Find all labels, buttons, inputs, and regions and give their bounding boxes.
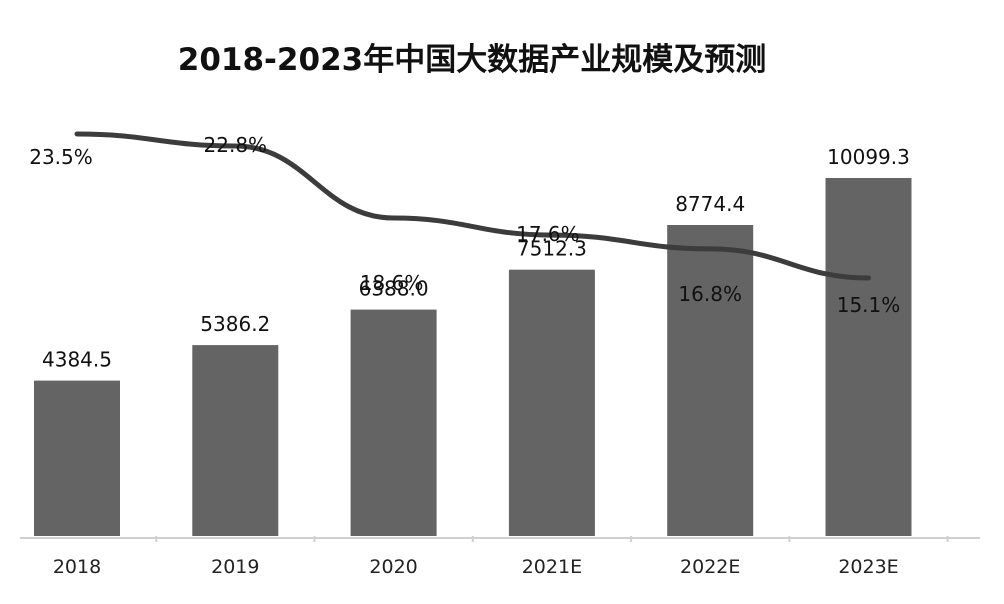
growth-rate-label-2018: 23.5% <box>29 145 93 169</box>
bar-value-label-2022E: 8774.4 <box>675 192 745 216</box>
bar-value-label-2023E: 10099.3 <box>827 145 910 169</box>
chart-title: 2018-2023年中国大数据产业规模及预测 <box>178 42 766 78</box>
bar-series <box>34 178 912 536</box>
bar-2020 <box>350 309 437 536</box>
x-tick-2018: 2018 <box>53 556 101 578</box>
bar-2019 <box>192 345 279 536</box>
growth-rate-labels: 23.5% 22.8% 18.6% 17.6% 16.8% 15.1% <box>29 133 900 317</box>
bar-value-label-2021E: 7512.3 <box>517 237 587 261</box>
bar-2023E <box>825 178 912 536</box>
bar-value-label-2019: 5386.2 <box>200 312 270 336</box>
bar-2018 <box>34 380 120 536</box>
growth-rate-line <box>74 131 871 281</box>
x-tick-2022E: 2022E <box>680 556 740 578</box>
bar-2021E <box>508 269 595 536</box>
bar-2022E <box>667 225 754 536</box>
bar-value-label-2018: 4384.5 <box>42 348 112 372</box>
growth-rate-label-2021E: 17.6% <box>516 222 580 246</box>
x-tick-2019: 2019 <box>211 556 259 578</box>
bar-value-labels: 4384.5 5386.2 6388.0 7512.3 8774.4 10099.3 <box>42 145 910 372</box>
growth-rate-label-2019: 22.8% <box>204 133 268 157</box>
x-axis-ticks: 2018 2019 2020 2021E 2022E 2023E <box>53 536 949 578</box>
x-tick-2020: 2020 <box>369 556 417 578</box>
x-tick-2023E: 2023E <box>838 556 898 578</box>
growth-rate-label-2020: 18.6% <box>360 271 424 295</box>
bar-value-label-2020: 6388.0 <box>359 277 429 301</box>
growth-rate-label-2023E: 15.1% <box>837 293 901 317</box>
growth-rate-label-2022E: 16.8% <box>678 282 742 306</box>
x-tick-2021E: 2021E <box>522 556 582 578</box>
